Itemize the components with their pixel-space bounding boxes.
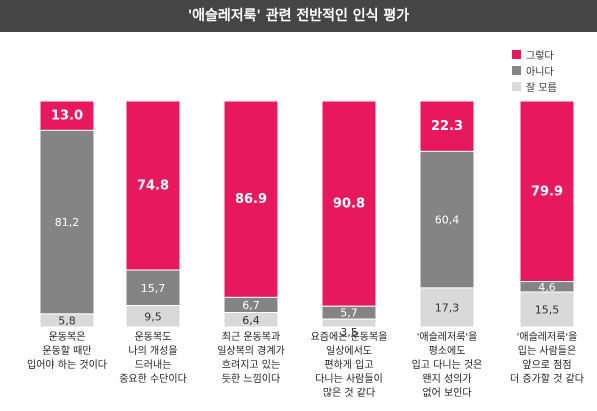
data-label-3-3: 6,4 [242,314,260,327]
category-label-4: 요즘에는 운동복을 일상에서도 편하게 입고 다니는 사람들이 많은 것 같다 [310,332,388,399]
category-label-5: '애슬레저룩'을 평소에도 입고 다니는 것은 왠지 성의가 없어 보인다 [411,332,483,399]
category-label-6: '애슬레저룩'을 입는 사람들은 앞으로 점점 더 증가할 것 같다 [510,332,584,385]
legend-item-no: 아니다 [512,62,557,78]
category-label-2: 운동복도 나의 개성을 드러내는 중요한 수단이다 [119,332,187,385]
bar-segment-1-3 [39,313,95,328]
legend-item-unsure: 잘 모름 [512,78,557,94]
legend-label-no: 아니다 [526,66,554,78]
legend-swatch-no [512,65,521,75]
bar-segment-5-3 [419,287,475,328]
bar-segment-1-1 [39,100,95,131]
legend-label-yes: 그렇다 [526,50,554,62]
data-label-5-2: 60,4 [435,214,460,227]
bar-segment-6-1 [519,100,575,283]
bar-segment-5-2 [419,150,475,289]
category-label-3: 최근 운동복과 일상복의 경계가 흐려지고 있는 듯한 느낌이다 [217,332,285,385]
category-label-1: 운동복은 운동할 때만 입어야 하는 것이다 [27,332,107,371]
bar-segment-5-1 [419,100,475,152]
bar-segment-6-3 [519,291,575,328]
legend-swatch-yes [512,49,521,59]
bar-segment-4-1 [321,100,377,307]
data-label-4-2: 5,7 [340,307,358,320]
data-label-6-1: 79.9 [531,184,563,199]
data-label-1-1: 13.0 [51,109,83,124]
data-label-2-1: 74.8 [137,179,169,194]
data-label-4-3: 3,5 [340,326,358,339]
data-label-5-1: 22.3 [431,119,463,134]
bar-segment-3-3 [223,312,279,328]
bar-segment-1-2 [39,129,95,315]
bar-segment-2-3 [125,305,181,328]
data-label-6-2: 4,6 [538,281,556,294]
data-label-4-1: 90.8 [333,197,365,212]
bar-segment-2-1 [125,100,181,271]
chart-title: '애슬레저룩' 관련 전반적인 인식 평가 [0,0,597,32]
legend-label-unsure: 잘 모름 [526,82,557,94]
legend-item-yes: 그렇다 [512,46,557,62]
legend: 그렇다 아니다 잘 모름 [512,46,557,94]
legend-swatch-unsure [512,81,521,91]
data-label-2-2: 15,7 [141,282,166,295]
data-label-1-3: 5,8 [58,314,76,327]
data-label-3-1: 86.9 [235,192,267,207]
data-label-5-3: 17,3 [435,301,460,314]
bar-segment-3-1 [223,100,279,298]
data-label-6-3: 15,5 [535,303,560,316]
bar-segment-4-3 [321,318,377,328]
data-label-1-2: 81,2 [55,216,80,229]
data-label-2-3: 9,5 [144,310,162,323]
data-label-3-2: 6,7 [242,299,260,312]
